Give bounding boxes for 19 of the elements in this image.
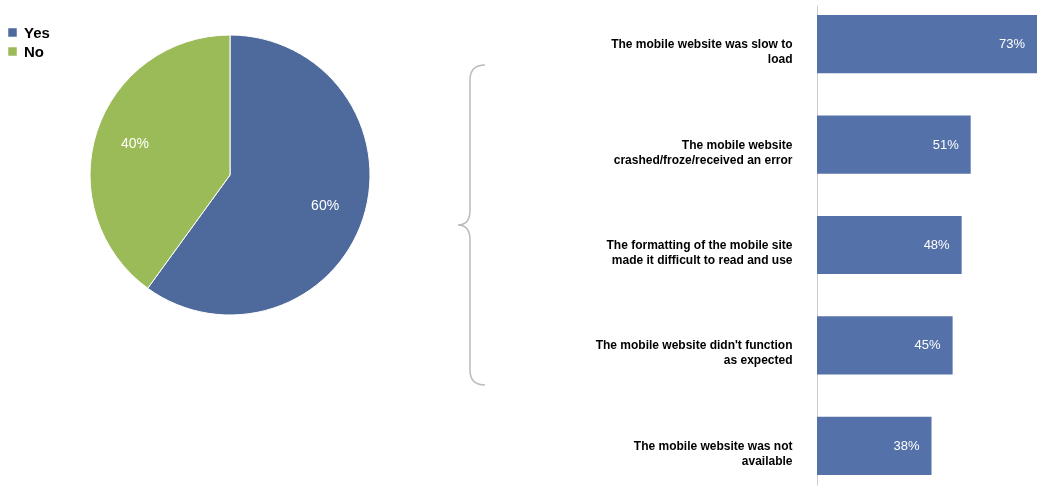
legend-label: Yes — [24, 23, 50, 41]
bar — [817, 215, 962, 275]
y-tick-label: The mobile website was slow to load — [611, 37, 793, 67]
bar — [817, 15, 1037, 74]
bar — [817, 115, 971, 174]
bar — [817, 416, 932, 475]
data-label: 45% — [914, 337, 942, 353]
bar — [817, 316, 953, 375]
y-tick-label: The mobile website didn't function as expected — [595, 338, 793, 368]
data-label: 60% — [311, 196, 340, 213]
data-label: 40% — [120, 135, 149, 152]
data-label: 51% — [932, 136, 960, 152]
y-tick-label: The mobile website crashed/froze/received an error — [613, 137, 793, 167]
y-tick-label: The formatting of the mobile site made it difficult to read and use — [606, 238, 793, 267]
data-label: 48% — [923, 237, 951, 252]
legend-label: No — [24, 42, 44, 60]
data-label: 73% — [998, 36, 1026, 52]
y-tick-label: The mobile website was not available — [633, 438, 793, 468]
data-label: 38% — [893, 437, 920, 453]
